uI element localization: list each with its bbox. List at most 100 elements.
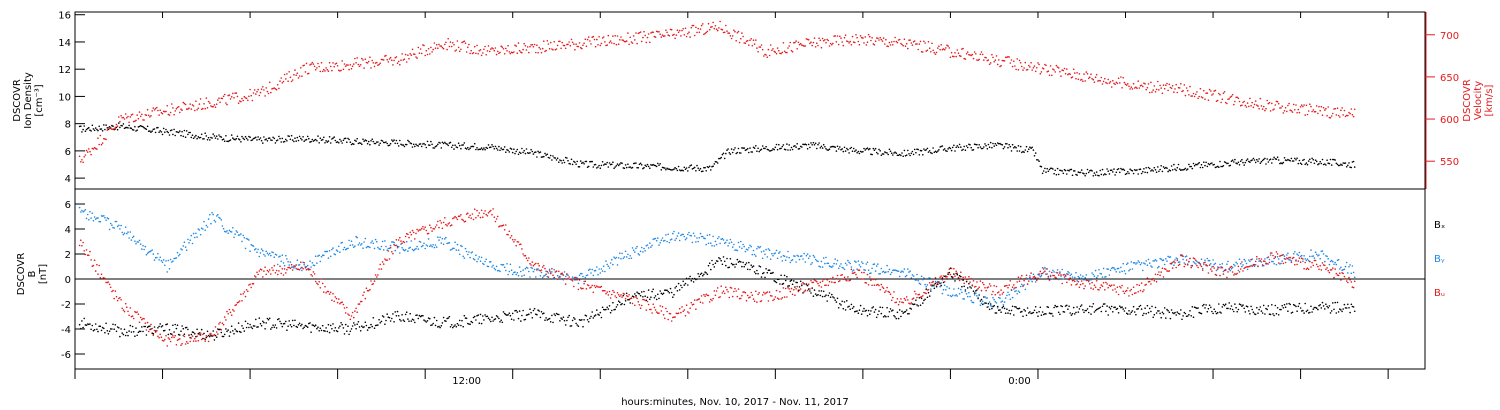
data-point [957, 287, 960, 290]
data-point [515, 45, 517, 47]
data-point [518, 243, 521, 246]
data-point [782, 42, 785, 44]
data-point [460, 214, 462, 216]
data-point [167, 337, 170, 339]
data-point [86, 213, 89, 216]
data-point [769, 150, 772, 152]
data-point [1051, 312, 1053, 315]
data-point [1197, 163, 1199, 165]
data-point [888, 148, 891, 151]
data-point [670, 238, 673, 240]
data-point [1175, 257, 1177, 259]
data-point [166, 130, 168, 133]
data-point [1086, 73, 1089, 75]
data-point [1169, 86, 1172, 89]
data-point [1072, 306, 1075, 309]
data-point [240, 141, 242, 143]
data-point [965, 280, 968, 283]
data-point [234, 304, 236, 307]
data-point [629, 36, 631, 39]
data-point [219, 217, 221, 220]
data-point [150, 323, 152, 326]
data-point [636, 297, 638, 300]
data-point [612, 263, 614, 266]
data-point [108, 330, 111, 333]
data-point [1173, 163, 1175, 166]
data-point [1352, 306, 1355, 308]
data-point [240, 100, 242, 103]
data-point [614, 166, 616, 168]
data-point [817, 44, 819, 47]
data-point [274, 324, 277, 326]
data-point [434, 145, 437, 148]
data-point [244, 320, 247, 323]
data-point [736, 151, 739, 154]
data-point [290, 80, 293, 83]
data-point [576, 277, 578, 279]
data-point [363, 326, 365, 328]
data-point [761, 257, 764, 260]
data-point [856, 310, 858, 312]
data-point [1224, 303, 1227, 306]
data-point [160, 131, 163, 133]
data-point [293, 267, 295, 269]
data-point [1128, 310, 1130, 312]
data-point [563, 278, 566, 280]
data-point [729, 153, 732, 155]
data-point [1309, 103, 1311, 105]
data-point [856, 268, 858, 270]
data-point [372, 242, 375, 245]
data-point [807, 257, 810, 260]
data-point [288, 71, 291, 73]
data-point [971, 53, 974, 56]
data-point [435, 145, 438, 147]
data-point [1241, 104, 1243, 106]
data-point [491, 213, 493, 216]
data-point [454, 50, 456, 52]
data-point [207, 100, 210, 103]
data-point [577, 45, 580, 48]
data-point [776, 148, 779, 151]
data-point [386, 249, 389, 251]
data-point [735, 39, 737, 42]
data-point [862, 37, 864, 39]
data-point [1038, 160, 1040, 162]
data-point [143, 325, 145, 328]
data-point [144, 245, 147, 248]
data-point [412, 231, 415, 234]
data-point [465, 213, 468, 215]
data-point [1349, 264, 1351, 266]
data-point [487, 265, 490, 268]
data-point [711, 259, 713, 262]
data-point [394, 244, 397, 247]
data-point [886, 264, 888, 267]
data-point [1037, 62, 1039, 64]
data-point [1135, 313, 1137, 316]
data-point [684, 168, 687, 170]
data-point [760, 251, 763, 253]
data-point [1080, 78, 1083, 81]
data-point [1083, 73, 1085, 75]
data-point [1311, 255, 1313, 258]
data-point [1122, 76, 1124, 79]
data-point [1018, 291, 1021, 294]
data-point [789, 261, 792, 264]
data-point [334, 327, 337, 329]
data-point [860, 151, 863, 153]
data-point [266, 252, 269, 254]
data-point [1305, 310, 1308, 313]
data-point [172, 335, 174, 337]
data-point [1324, 163, 1326, 165]
data-point [333, 330, 336, 332]
data-point [1160, 87, 1162, 89]
data-point [515, 150, 517, 153]
data-point [598, 286, 600, 288]
data-point [285, 78, 287, 80]
data-point [97, 273, 99, 275]
data-point [462, 144, 465, 146]
data-point [351, 311, 354, 314]
data-point [1007, 55, 1009, 58]
data-point [367, 60, 370, 63]
data-point [1244, 161, 1247, 164]
data-point [331, 69, 333, 72]
